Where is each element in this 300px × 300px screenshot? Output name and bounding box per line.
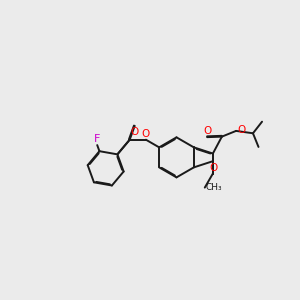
Text: O: O [142, 129, 150, 139]
Text: O: O [209, 163, 217, 173]
Text: CH₃: CH₃ [206, 183, 223, 192]
Text: F: F [94, 134, 101, 144]
Text: O: O [203, 126, 211, 136]
Text: O: O [237, 125, 245, 135]
Text: O: O [130, 127, 138, 137]
